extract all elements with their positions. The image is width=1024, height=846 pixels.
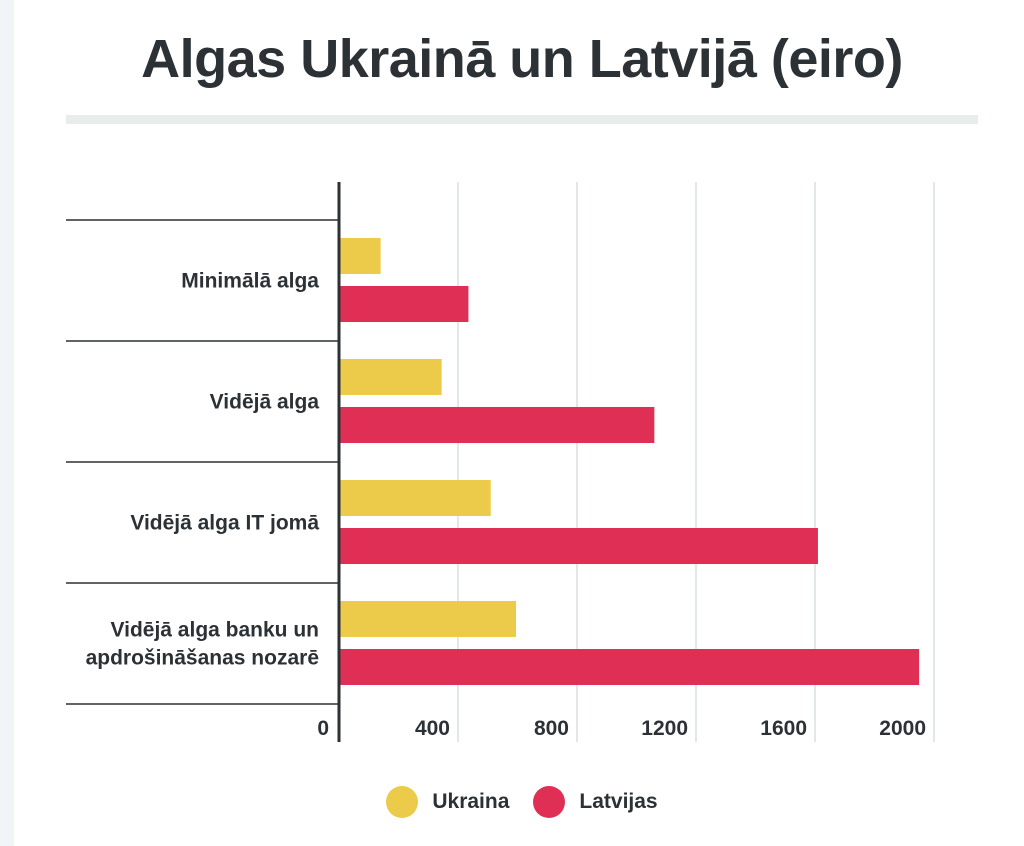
legend-item-latvia: Latvijas bbox=[533, 786, 658, 818]
category-label: apdrošināšanas nozarē bbox=[86, 647, 319, 670]
legend: Ukraina Latvijas bbox=[0, 786, 1024, 818]
category-label: Vidējā alga banku un bbox=[110, 619, 319, 642]
legend-swatch-ukraine bbox=[386, 786, 419, 818]
legend-label-ukraine: Ukraina bbox=[432, 790, 510, 813]
tick-label-400: 400 bbox=[415, 717, 450, 740]
bar-latvia-0 bbox=[339, 286, 469, 322]
legend-item-ukraine: Ukraina bbox=[386, 786, 509, 818]
tick-label-1600: 1600 bbox=[760, 717, 807, 740]
legend-label-latvia: Latvijas bbox=[579, 790, 658, 813]
category-label: Vidējā alga IT jomā bbox=[130, 512, 319, 535]
category-label: Vidējā alga bbox=[210, 391, 320, 414]
legend-swatch-latvia bbox=[533, 786, 566, 818]
title-underline bbox=[66, 115, 978, 124]
bar-ukraine-3 bbox=[339, 601, 517, 637]
category-label: Minimālā alga bbox=[181, 270, 319, 293]
bar-ukraine-2 bbox=[339, 480, 491, 516]
left-margin-strip bbox=[0, 0, 14, 846]
tick-label-2000: 2000 bbox=[879, 717, 926, 740]
chart-title: Algas Ukrainā un Latvijā (eiro) bbox=[141, 29, 903, 89]
bar-ukraine-0 bbox=[339, 238, 381, 274]
tick-label-1200: 1200 bbox=[641, 717, 688, 740]
bar-latvia-1 bbox=[339, 407, 655, 443]
bar-latvia-2 bbox=[339, 528, 818, 564]
tick-label-0: 0 bbox=[317, 717, 329, 740]
bar-ukraine-1 bbox=[339, 359, 442, 395]
tick-label-800: 800 bbox=[534, 717, 569, 740]
bar-latvia-3 bbox=[339, 649, 920, 685]
